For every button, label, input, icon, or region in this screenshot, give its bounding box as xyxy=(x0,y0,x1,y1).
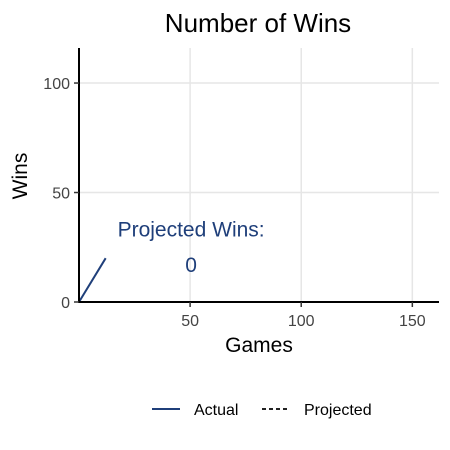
x-tick-label-150: 150 xyxy=(399,313,426,330)
chart-title: Number of Wins xyxy=(165,8,351,38)
legend-label-projected: Projected xyxy=(304,402,372,419)
x-tick-label-100: 100 xyxy=(288,313,315,330)
x-tick-label-50: 50 xyxy=(181,313,199,330)
series-lines xyxy=(78,257,107,303)
annotation-projected-label: Projected Wins: xyxy=(118,219,265,242)
annotation-projected-value: 0 xyxy=(185,254,197,277)
y-tick-label-0: 0 xyxy=(61,295,70,312)
y-axis-label: Wins xyxy=(9,153,32,200)
y-tick-label-50: 50 xyxy=(52,186,70,203)
legend: Actual Projected xyxy=(152,402,372,419)
axis-ticks: 50 100 150 0 50 100 xyxy=(43,76,425,330)
legend-label-actual: Actual xyxy=(194,402,238,419)
x-axis-label: Games xyxy=(225,334,293,357)
grid-lines xyxy=(79,48,439,303)
series-line-actual xyxy=(78,257,107,303)
y-tick-label-100: 100 xyxy=(43,76,70,93)
